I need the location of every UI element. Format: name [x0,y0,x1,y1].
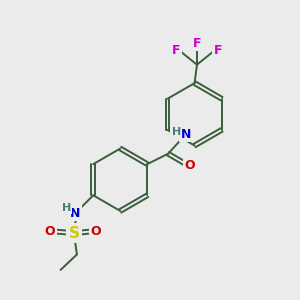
Text: H: H [62,203,71,213]
Text: F: F [214,44,222,57]
Text: S: S [68,226,80,241]
Text: N: N [70,207,81,220]
Text: O: O [45,225,56,238]
Text: F: F [172,44,180,57]
Text: O: O [90,225,101,238]
Text: H: H [172,127,181,137]
Text: F: F [193,37,201,50]
Text: N: N [181,128,191,141]
Text: O: O [184,159,195,172]
